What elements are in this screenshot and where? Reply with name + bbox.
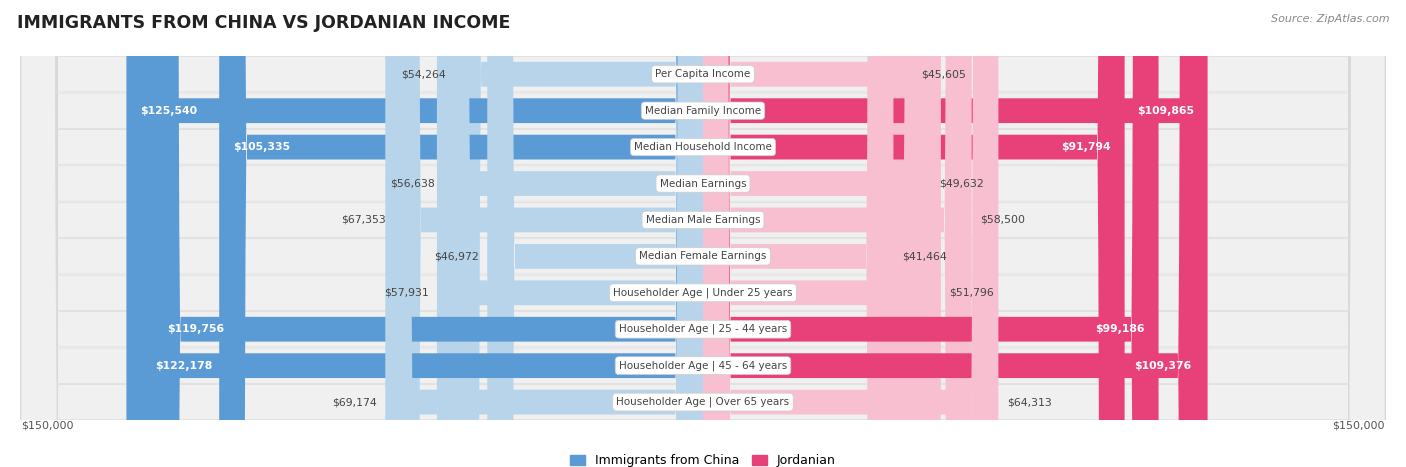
FancyBboxPatch shape — [703, 0, 912, 467]
FancyBboxPatch shape — [21, 0, 1385, 467]
Text: $69,174: $69,174 — [332, 397, 377, 407]
Text: Median Female Earnings: Median Female Earnings — [640, 251, 766, 262]
FancyBboxPatch shape — [21, 0, 1385, 467]
Text: $150,000: $150,000 — [1333, 420, 1385, 430]
Text: $49,632: $49,632 — [939, 178, 984, 189]
FancyBboxPatch shape — [703, 0, 1208, 467]
Text: Householder Age | Under 25 years: Householder Age | Under 25 years — [613, 288, 793, 298]
Text: Householder Age | Over 65 years: Householder Age | Over 65 years — [616, 397, 790, 407]
FancyBboxPatch shape — [488, 0, 703, 467]
Text: Householder Age | 45 - 64 years: Householder Age | 45 - 64 years — [619, 361, 787, 371]
FancyBboxPatch shape — [21, 0, 1385, 467]
Text: $91,794: $91,794 — [1062, 142, 1111, 152]
Text: $51,796: $51,796 — [949, 288, 994, 298]
Text: $105,335: $105,335 — [233, 142, 290, 152]
Text: $54,264: $54,264 — [401, 69, 446, 79]
Text: $109,376: $109,376 — [1135, 361, 1191, 371]
Text: $57,931: $57,931 — [384, 288, 429, 298]
FancyBboxPatch shape — [385, 0, 703, 467]
Text: $99,186: $99,186 — [1095, 324, 1144, 334]
FancyBboxPatch shape — [394, 0, 703, 467]
FancyBboxPatch shape — [21, 0, 1385, 467]
FancyBboxPatch shape — [21, 0, 1385, 467]
Text: Median Earnings: Median Earnings — [659, 178, 747, 189]
FancyBboxPatch shape — [127, 0, 703, 467]
Text: Median Household Income: Median Household Income — [634, 142, 772, 152]
FancyBboxPatch shape — [703, 0, 998, 467]
FancyBboxPatch shape — [21, 0, 1385, 467]
Text: $45,605: $45,605 — [921, 69, 966, 79]
FancyBboxPatch shape — [703, 0, 1205, 467]
FancyBboxPatch shape — [142, 0, 703, 467]
Text: Source: ZipAtlas.com: Source: ZipAtlas.com — [1271, 14, 1389, 24]
Text: IMMIGRANTS FROM CHINA VS JORDANIAN INCOME: IMMIGRANTS FROM CHINA VS JORDANIAN INCOM… — [17, 14, 510, 32]
Text: $109,865: $109,865 — [1137, 106, 1194, 116]
Text: Per Capita Income: Per Capita Income — [655, 69, 751, 79]
FancyBboxPatch shape — [21, 0, 1385, 467]
FancyBboxPatch shape — [703, 0, 931, 467]
FancyBboxPatch shape — [454, 0, 703, 467]
Text: $64,313: $64,313 — [1007, 397, 1052, 407]
Text: $46,972: $46,972 — [434, 251, 479, 262]
FancyBboxPatch shape — [703, 0, 972, 467]
Text: $67,353: $67,353 — [340, 215, 385, 225]
FancyBboxPatch shape — [21, 0, 1385, 467]
FancyBboxPatch shape — [21, 0, 1385, 467]
Text: Median Family Income: Median Family Income — [645, 106, 761, 116]
Text: Householder Age | 25 - 44 years: Householder Age | 25 - 44 years — [619, 324, 787, 334]
FancyBboxPatch shape — [219, 0, 703, 467]
Text: $56,638: $56,638 — [389, 178, 434, 189]
FancyBboxPatch shape — [437, 0, 703, 467]
Text: $122,178: $122,178 — [156, 361, 212, 371]
Text: $41,464: $41,464 — [901, 251, 946, 262]
FancyBboxPatch shape — [443, 0, 703, 467]
Legend: Immigrants from China, Jordanian: Immigrants from China, Jordanian — [565, 449, 841, 467]
FancyBboxPatch shape — [703, 0, 893, 467]
Text: $150,000: $150,000 — [21, 420, 73, 430]
Text: $119,756: $119,756 — [167, 324, 224, 334]
Text: Median Male Earnings: Median Male Earnings — [645, 215, 761, 225]
FancyBboxPatch shape — [703, 0, 1125, 467]
FancyBboxPatch shape — [703, 0, 941, 467]
Text: $58,500: $58,500 — [980, 215, 1025, 225]
FancyBboxPatch shape — [703, 0, 1159, 467]
FancyBboxPatch shape — [153, 0, 703, 467]
Text: $125,540: $125,540 — [141, 106, 197, 116]
FancyBboxPatch shape — [21, 0, 1385, 467]
